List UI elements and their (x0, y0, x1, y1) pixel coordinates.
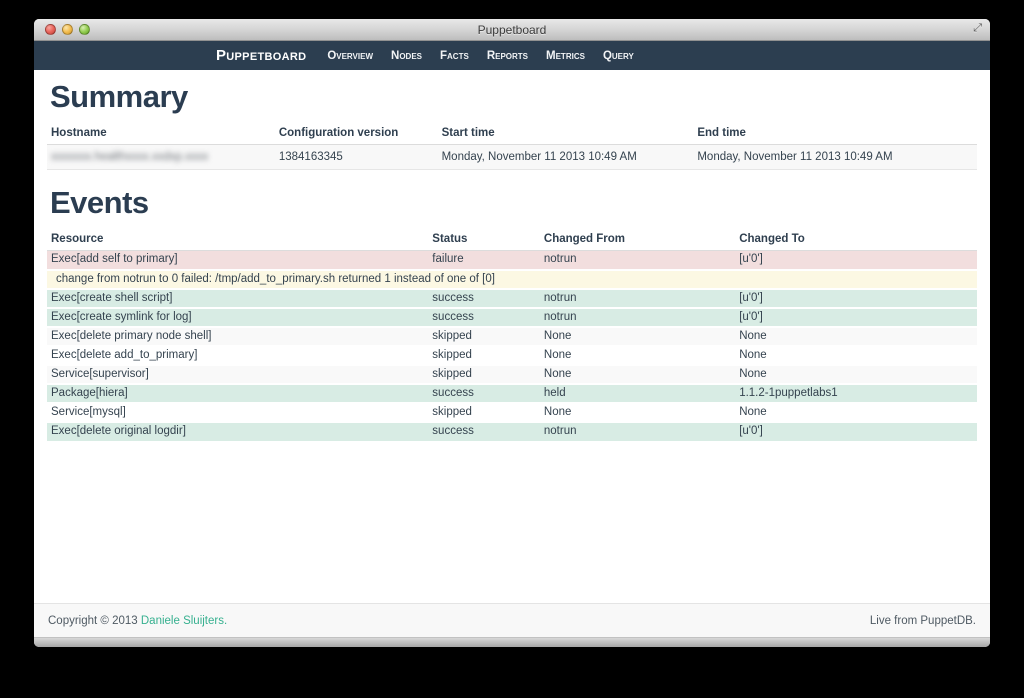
app-footer: Copyright © 2013 Daniele Sluijters. Live… (34, 603, 990, 637)
event-changed-from-cell: None (540, 346, 735, 365)
author-link[interactable]: Daniele Sluijters. (141, 615, 227, 627)
event-row: Exec[delete add_to_primary]skippedNoneNo… (47, 346, 977, 365)
events-table: Resource Status Changed From Changed To … (47, 229, 977, 441)
event-row: Package[hiera]successheld1.1.2-1puppetla… (47, 384, 977, 403)
event-changed-to-cell: [u'0'] (735, 289, 977, 308)
event-message-row: change from notrun to 0 failed: /tmp/add… (47, 270, 977, 289)
event-resource-cell: Exec[delete primary node shell] (47, 327, 428, 346)
nav-item-facts[interactable]: Facts (440, 50, 469, 62)
col-hostname: Hostname (47, 123, 275, 145)
event-changed-from-cell: held (540, 384, 735, 403)
event-resource-cell: Exec[create symlink for log] (47, 308, 428, 327)
event-changed-from-cell: notrun (540, 422, 735, 441)
event-resource-cell: Exec[add self to primary] (47, 251, 428, 270)
col-resource: Resource (47, 229, 428, 251)
event-changed-to-cell: None (735, 346, 977, 365)
end-time-cell: Monday, November 11 2013 10:49 AM (693, 145, 977, 170)
event-status-cell: success (428, 384, 540, 403)
event-row: Exec[create shell script]successnotrun[u… (47, 289, 977, 308)
event-changed-to-cell: None (735, 365, 977, 384)
col-end-time: End time (693, 123, 977, 145)
summary-table: Hostname Configuration version Start tim… (47, 123, 977, 170)
summary-row: xxxxxxx.healthxxxx.xxdxp.xxxx 1384163345… (47, 145, 977, 170)
event-changed-to-cell: [u'0'] (735, 422, 977, 441)
event-status-cell: failure (428, 251, 540, 270)
event-status-cell: skipped (428, 403, 540, 422)
window-title: Puppetboard (34, 23, 990, 37)
nav-item-nodes[interactable]: Nodes (391, 50, 422, 62)
event-changed-from-cell: notrun (540, 289, 735, 308)
event-row: Exec[delete primary node shell]skippedNo… (47, 327, 977, 346)
config-version-cell: 1384163345 (275, 145, 438, 170)
event-row: Service[supervisor]skippedNoneNone (47, 365, 977, 384)
event-changed-to-cell: [u'0'] (735, 251, 977, 270)
main-content: Summary Hostname Configuration version S… (34, 70, 990, 603)
event-status-cell: skipped (428, 365, 540, 384)
event-resource-cell: Service[mysql] (47, 403, 428, 422)
event-row: Exec[create symlink for log]successnotru… (47, 308, 977, 327)
event-changed-from-cell: notrun (540, 251, 735, 270)
hostname-cell: xxxxxxx.healthxxxx.xxdxp.xxxx (47, 145, 275, 170)
app-navbar: Puppetboard Overview Nodes Facts Reports… (34, 41, 990, 70)
nav-item-overview[interactable]: Overview (327, 50, 373, 62)
summary-header-row: Hostname Configuration version Start tim… (47, 123, 977, 145)
events-header-row: Resource Status Changed From Changed To (47, 229, 977, 251)
event-message-cell: change from notrun to 0 failed: /tmp/add… (47, 270, 977, 289)
event-changed-from-cell: notrun (540, 308, 735, 327)
event-resource-cell: Exec[create shell script] (47, 289, 428, 308)
event-changed-from-cell: None (540, 403, 735, 422)
event-changed-to-cell: [u'0'] (735, 308, 977, 327)
nav-item-metrics[interactable]: Metrics (546, 50, 585, 62)
event-resource-cell: Exec[delete original logdir] (47, 422, 428, 441)
brand-link[interactable]: Puppetboard (216, 47, 306, 64)
event-changed-to-cell: None (735, 327, 977, 346)
start-time-cell: Monday, November 11 2013 10:49 AM (438, 145, 694, 170)
events-rows: Exec[add self to primary]failurenotrun[u… (47, 251, 977, 441)
event-changed-from-cell: None (540, 327, 735, 346)
event-status-cell: skipped (428, 346, 540, 365)
event-resource-cell: Package[hiera] (47, 384, 428, 403)
event-row: Exec[add self to primary]failurenotrun[u… (47, 251, 977, 270)
summary-heading: Summary (50, 79, 977, 115)
event-status-cell: success (428, 308, 540, 327)
copyright-year: Copyright © 2013 (48, 615, 138, 627)
event-status-cell: success (428, 289, 540, 308)
resize-window-icon[interactable]: ⤢ (973, 22, 982, 35)
col-changed-from: Changed From (540, 229, 735, 251)
event-status-cell: skipped (428, 327, 540, 346)
nav-item-reports[interactable]: Reports (487, 50, 528, 62)
col-config-version: Configuration version (275, 123, 438, 145)
app-window: Puppetboard ⤢ Puppetboard Overview Nodes… (34, 19, 990, 647)
nav-item-query[interactable]: Query (603, 50, 634, 62)
hostname-redacted-text: xxxxxxx.healthxxxx.xxdxp.xxxx (51, 151, 208, 163)
event-changed-from-cell: None (540, 365, 735, 384)
event-row: Service[mysql]skippedNoneNone (47, 403, 977, 422)
event-changed-to-cell: 1.1.2-1puppetlabs1 (735, 384, 977, 403)
col-changed-to: Changed To (735, 229, 977, 251)
event-resource-cell: Service[supervisor] (47, 365, 428, 384)
col-start-time: Start time (438, 123, 694, 145)
event-changed-to-cell: None (735, 403, 977, 422)
window-titlebar: Puppetboard ⤢ (34, 19, 990, 41)
event-row: Exec[delete original logdir]successnotru… (47, 422, 977, 441)
event-resource-cell: Exec[delete add_to_primary] (47, 346, 428, 365)
window-bottom-edge[interactable] (34, 637, 990, 647)
live-status-text: Live from PuppetDB. (870, 615, 976, 627)
events-heading: Events (50, 185, 977, 221)
copyright-text: Copyright © 2013 Daniele Sluijters. (48, 615, 227, 627)
event-status-cell: success (428, 422, 540, 441)
col-status: Status (428, 229, 540, 251)
